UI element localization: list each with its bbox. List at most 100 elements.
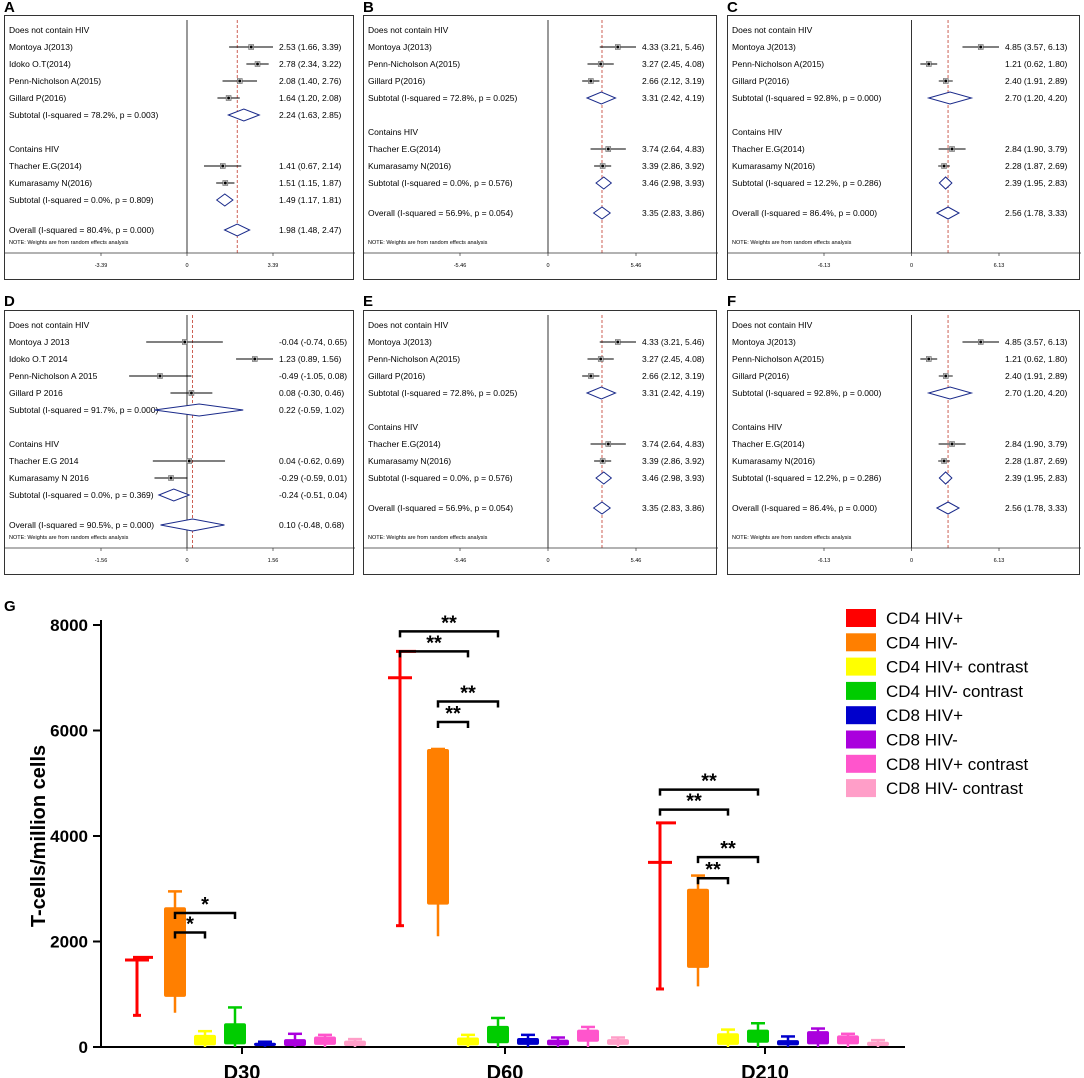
study-point <box>238 79 242 83</box>
subtotal-diamond <box>215 193 234 207</box>
x-tick-label: 3.39 <box>268 263 279 269</box>
subtotal-diamond <box>585 91 617 105</box>
section-header: Contains HIV <box>9 439 59 449</box>
study-label: Kumarasamy N(2016) <box>368 456 451 466</box>
significance-bracket <box>436 700 500 708</box>
weights-note: NOTE: Weights are from random effects an… <box>9 240 129 246</box>
significance-bracket <box>658 808 730 816</box>
section-header: Does not contain HIV <box>732 320 813 330</box>
overall-diamond <box>935 206 961 220</box>
study-estimate: 3.27 (2.45, 4.08) <box>642 354 705 364</box>
study-point <box>249 45 253 49</box>
subtotal-label: Subtotal (I-squared = 0.0%, p = 0.369) <box>9 490 154 500</box>
legend-label: CD4 HIV+ <box>886 609 963 628</box>
forest-svg-d: Does not contain HIV Montoya J 2013 -0.04 … <box>5 315 355 564</box>
subtotal-diamond <box>938 471 953 485</box>
subtotal-diamond <box>157 488 191 502</box>
y-tick-label: 2000 <box>50 933 88 952</box>
section-header: Does not contain HIV <box>9 25 90 35</box>
significance-label: ** <box>441 612 457 634</box>
weights-note: NOTE: Weights are from random effects an… <box>368 240 488 246</box>
subtotal-label: Subtotal (I-squared = 92.8%, p = 0.000) <box>732 388 881 398</box>
box-iqr <box>194 1034 216 1046</box>
study-label: Kumarasamy N 2016 <box>9 473 89 483</box>
study-estimate: 3.74 (2.64, 4.83) <box>642 144 705 154</box>
forest-svg-c: Does not contain HIV Montoya J(2013) 4.85 … <box>728 20 1081 269</box>
study-label: Thacher E.G(2014) <box>9 161 82 171</box>
study-estimate: 2.84 (1.90, 3.79) <box>1005 144 1068 154</box>
subtotal-label: Subtotal (I-squared = 0.0%, p = 0.576) <box>368 473 513 483</box>
study-label: Gillard P(2016) <box>9 93 66 103</box>
legend-label: CD8 HIV+ <box>886 706 963 725</box>
subtotal-estimate: 2.24 (1.63, 2.85) <box>279 110 342 120</box>
box-iqr <box>314 1036 336 1045</box>
study-estimate: 4.33 (3.21, 5.46) <box>642 42 705 52</box>
section-header: Contains HIV <box>368 127 418 137</box>
study-label: Penn-Nicholson A(2015) <box>732 59 824 69</box>
legend-label: CD8 HIV+ contrast <box>886 755 1028 774</box>
study-point <box>979 340 983 344</box>
box-chart-g: 0 2000 4000 6000 8000 T-cells/million cells D3… <box>28 609 1028 1078</box>
x-tick-label: 0 <box>546 558 549 564</box>
significance-bracket <box>696 855 760 864</box>
study-estimate: 2.84 (1.90, 3.79) <box>1005 439 1068 449</box>
study-estimate: 1.21 (0.62, 1.80) <box>1005 354 1068 364</box>
box-iqr <box>717 1033 739 1045</box>
subtotal-estimate: 3.46 (2.98, 3.93) <box>642 473 705 483</box>
significance-bracket <box>398 630 500 638</box>
x-tick-label: 0 <box>546 263 549 269</box>
study-point <box>589 79 593 83</box>
study-label: Thacher E.G(2014) <box>732 144 805 154</box>
study-point <box>253 357 257 361</box>
overall-diamond <box>592 206 612 220</box>
significance-bracket <box>658 788 760 796</box>
panel-letter-d: D <box>4 293 15 310</box>
section-header: Contains HIV <box>732 422 782 432</box>
overall-diamond <box>592 501 612 515</box>
study-label: Kumarasamy N(2016) <box>732 161 815 171</box>
x-tick-label: 6.13 <box>994 263 1005 269</box>
section-header: Contains HIV <box>368 422 418 432</box>
study-label: Penn-Nicholson A(2015) <box>732 354 824 364</box>
forest-svg-e: Does not contain HIV Montoya J(2013) 4.33 … <box>364 315 718 564</box>
subtotal-label: Subtotal (I-squared = 72.8%, p = 0.025) <box>368 388 517 398</box>
box-iqr <box>687 888 709 968</box>
study-estimate: 3.39 (2.86, 3.92) <box>642 456 705 466</box>
subtotal-estimate: 0.22 (-0.59, 1.02) <box>279 405 344 415</box>
study-estimate: 1.64 (1.20, 2.08) <box>279 93 342 103</box>
legend-swatch <box>846 730 876 749</box>
subtotal-label: Subtotal (I-squared = 0.0%, p = 0.809) <box>9 195 154 205</box>
box-iqr <box>777 1040 799 1046</box>
box-iqr <box>254 1042 276 1046</box>
subtotal-label: Subtotal (I-squared = 12.2%, p = 0.286) <box>732 178 881 188</box>
x-tick-label: 0 <box>185 263 188 269</box>
study-label: Montoya J(2013) <box>368 42 432 52</box>
legend-label: CD4 HIV- contrast <box>886 682 1023 701</box>
overall-label: Overall (I-squared = 56.9%, p = 0.054) <box>368 503 513 513</box>
study-point <box>950 442 954 446</box>
overall-diamond <box>223 223 251 237</box>
study-point <box>606 147 610 151</box>
box-iqr <box>284 1039 306 1046</box>
study-label: Gillard P(2016) <box>732 371 789 381</box>
box-iqr <box>577 1029 599 1042</box>
significance-bracket <box>173 911 237 920</box>
study-point <box>616 45 620 49</box>
forest-panel-e: Does not contain HIV Montoya J(2013) 4.33 … <box>363 310 718 575</box>
study-estimate: 3.74 (2.64, 4.83) <box>642 439 705 449</box>
study-estimate: 2.78 (2.34, 3.22) <box>279 59 342 69</box>
subtotal-label: Subtotal (I-squared = 0.0%, p = 0.576) <box>368 178 513 188</box>
y-tick-label: 8000 <box>50 616 88 635</box>
study-point <box>599 357 603 361</box>
significance-label: ** <box>705 859 721 881</box>
y-axis-title: T-cells/million cells <box>28 745 50 927</box>
subtotal-estimate: 2.70 (1.20, 4.20) <box>1005 93 1068 103</box>
forest-panel-f: Does not contain HIV Montoya J(2013) 4.85 … <box>727 310 1081 575</box>
study-point <box>227 96 231 100</box>
significance-label: ** <box>426 632 442 654</box>
subtotal-diamond <box>585 386 617 400</box>
subtotal-estimate: 3.31 (2.42, 4.19) <box>642 93 705 103</box>
subtotal-estimate: 2.70 (1.20, 4.20) <box>1005 388 1068 398</box>
panel-letter-a: A <box>4 0 15 16</box>
subtotal-diamond <box>926 91 974 105</box>
